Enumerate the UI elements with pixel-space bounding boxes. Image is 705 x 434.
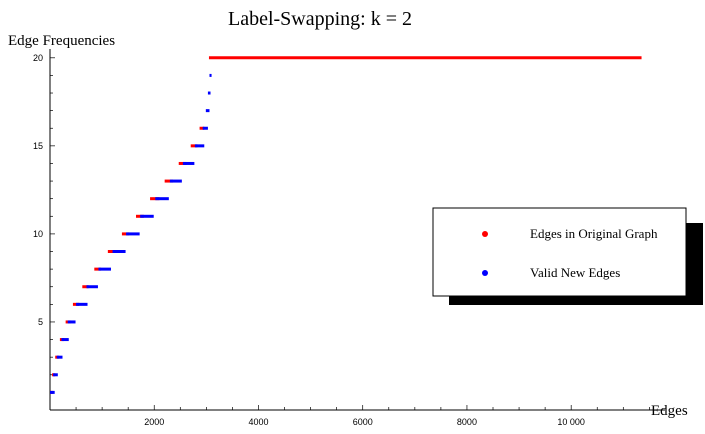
y-tick-label: 10 [33, 229, 43, 239]
chart-title: Label-Swapping: k = 2 [228, 8, 412, 30]
data-marks [50, 56, 642, 394]
legend: Edges in Original Graph Valid New Edges [432, 207, 703, 305]
y-axis-label: Edge Frequencies [8, 33, 115, 49]
axes: 2000 4000 6000 8000 10 000 5 10 15 20 [33, 49, 665, 427]
x-tick-label: 4000 [248, 417, 268, 427]
x-tick-label: 2000 [144, 417, 164, 427]
x-tick-label: 6000 [353, 417, 373, 427]
series-valid-new-edges [50, 73, 212, 394]
x-tick-label: 10 000 [557, 417, 585, 427]
legend-marker-valid-new-edges [482, 270, 488, 276]
legend-marker-original-edges [482, 231, 488, 237]
legend-box [432, 207, 687, 297]
y-tick-label: 5 [38, 317, 43, 327]
legend-label-original-edges: Edges in Original Graph [530, 226, 658, 241]
legend-label-valid-new-edges: Valid New Edges [530, 265, 620, 280]
y-tick-label: 20 [33, 53, 43, 63]
x-tick-label: 8000 [457, 417, 477, 427]
x-axis-label: Edges [651, 403, 688, 419]
y-tick-label: 15 [33, 141, 43, 151]
